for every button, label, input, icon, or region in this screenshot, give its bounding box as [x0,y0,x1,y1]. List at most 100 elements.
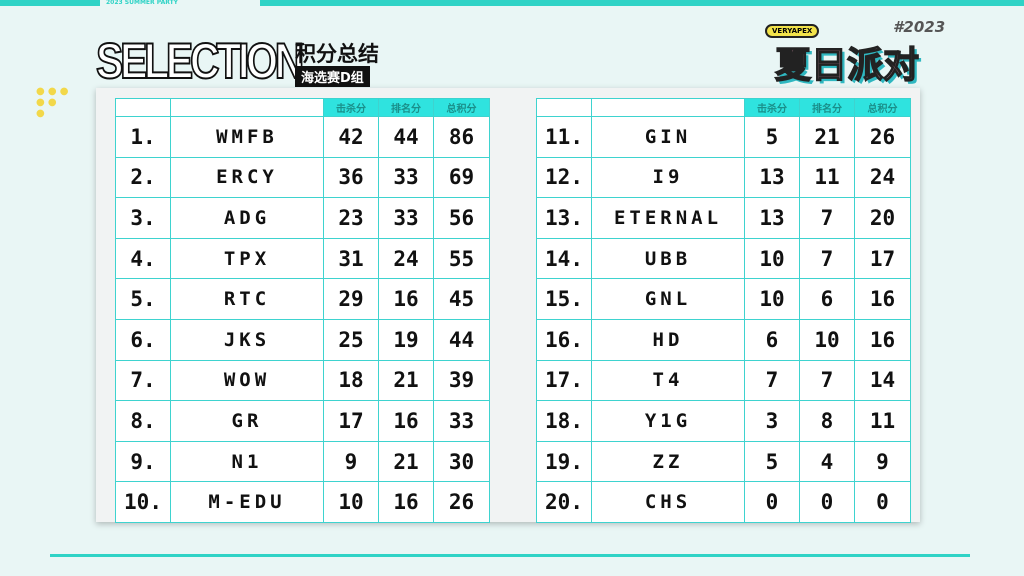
logo-year: #2023 [893,18,946,36]
team-name: T4 [591,359,745,402]
team-name: M-EDU [170,481,324,523]
kill-points: 5 [744,440,800,483]
table-row: 11. GIN 5 21 26 [536,116,911,158]
team-name: GR [170,400,324,442]
standings-table-left: 击杀分 排名分 总积分 1. WMFB 42 44 86 2. ERCY 36 33 69 3. ADG 23… [115,98,490,523]
kill-points: 29 [323,278,379,320]
table-row: 8. GR 17 16 33 [115,400,490,442]
table-row: 18. Y1G 3 8 11 [536,400,911,442]
placement-points: 16 [378,481,434,523]
kill-points: 10 [323,481,379,523]
kill-points: 9 [323,440,379,483]
team-name: N1 [170,440,324,483]
kill-points: 18 [323,359,379,402]
kill-points: 17 [323,400,379,442]
team-name: ERCY [170,156,324,199]
table-row: 1. WMFB 42 44 86 [115,116,490,158]
team-name: HD [591,318,745,361]
rank: 12. [536,156,592,199]
table-header: 击杀分 排名分 总积分 [115,98,490,117]
placement-points: 11 [799,156,855,199]
table-row: 10. M-EDU 10 16 26 [115,481,490,523]
page-subtitle: 积分总结 [295,42,379,66]
brand-logo: VERYAPEX [765,24,820,38]
column-header: 排名分 [378,98,434,117]
table-header: 击杀分 排名分 总积分 [536,98,911,117]
team-name: GIN [591,116,745,158]
page-title: SELECTION [95,33,305,89]
placement-points: 7 [799,359,855,402]
kill-points: 0 [744,481,800,523]
rank: 19. [536,440,592,483]
placement-points: 21 [378,440,434,483]
table-row: 15. GNL 10 6 16 [536,278,911,320]
placement-points: 33 [378,156,434,199]
column-header: 总积分 [854,98,911,117]
rank: 3. [115,197,171,239]
rank: 8. [115,400,171,442]
kill-points: 5 [744,116,800,158]
team-name: RTC [170,278,324,320]
team-name: UBB [591,237,745,280]
rank: 4. [115,237,171,280]
placement-points: 7 [799,197,855,239]
team-name: ADG [170,197,324,239]
rank: 9. [115,440,171,483]
placement-points: 10 [799,318,855,361]
top-bar [0,0,1024,6]
placement-points: 6 [799,278,855,320]
placement-points: 16 [378,278,434,320]
total-points: 11 [854,400,911,442]
total-points: 55 [433,237,490,280]
logo-title: 夏日派对 [774,44,920,87]
placement-points: 44 [378,116,434,158]
event-logo: VERYAPEX 夏日派对 #2023 [765,18,945,88]
placement-points: 33 [378,197,434,239]
total-points: 20 [854,197,911,239]
total-points: 44 [433,318,490,361]
kill-points: 42 [323,116,379,158]
rank: 2. [115,156,171,199]
total-points: 39 [433,359,490,402]
table-row: 17. T4 7 7 14 [536,359,911,402]
column-header: 击杀分 [744,98,800,117]
kill-points: 6 [744,318,800,361]
total-points: 0 [854,481,911,523]
team-name: WMFB [170,116,324,158]
table-row: 5. RTC 29 16 45 [115,278,490,320]
total-points: 9 [854,440,911,483]
placement-points: 8 [799,400,855,442]
event-label: 2023 SUMMER PARTY [100,0,260,6]
column-header: 总积分 [433,98,490,117]
kill-points: 31 [323,237,379,280]
total-points: 16 [854,318,911,361]
placement-points: 16 [378,400,434,442]
placement-points: 21 [378,359,434,402]
placement-points: 7 [799,237,855,280]
rank: 13. [536,197,592,239]
rank: 10. [115,481,171,523]
kill-points: 25 [323,318,379,361]
standings-table-right: 击杀分 排名分 总积分 11. GIN 5 21 26 12. I9 13 11 24 13. ETERNA… [536,98,911,523]
placement-points: 4 [799,440,855,483]
kill-points: 13 [744,156,800,199]
total-points: 26 [433,481,490,523]
rank: 7. [115,359,171,402]
team-name: WOW [170,359,324,402]
total-points: 17 [854,237,911,280]
total-points: 30 [433,440,490,483]
table-row: 4. TPX 31 24 55 [115,237,490,280]
placement-points: 24 [378,237,434,280]
table-row: 16. HD 6 10 16 [536,318,911,361]
kill-points: 36 [323,156,379,199]
table-row: 6. JKS 25 19 44 [115,318,490,361]
rank: 17. [536,359,592,402]
placement-points: 19 [378,318,434,361]
placement-points: 21 [799,116,855,158]
table-row: 19. ZZ 5 4 9 [536,440,911,483]
total-points: 56 [433,197,490,239]
rank: 14. [536,237,592,280]
team-name: ETERNAL [591,197,745,239]
placement-points: 0 [799,481,855,523]
team-name: ZZ [591,440,745,483]
